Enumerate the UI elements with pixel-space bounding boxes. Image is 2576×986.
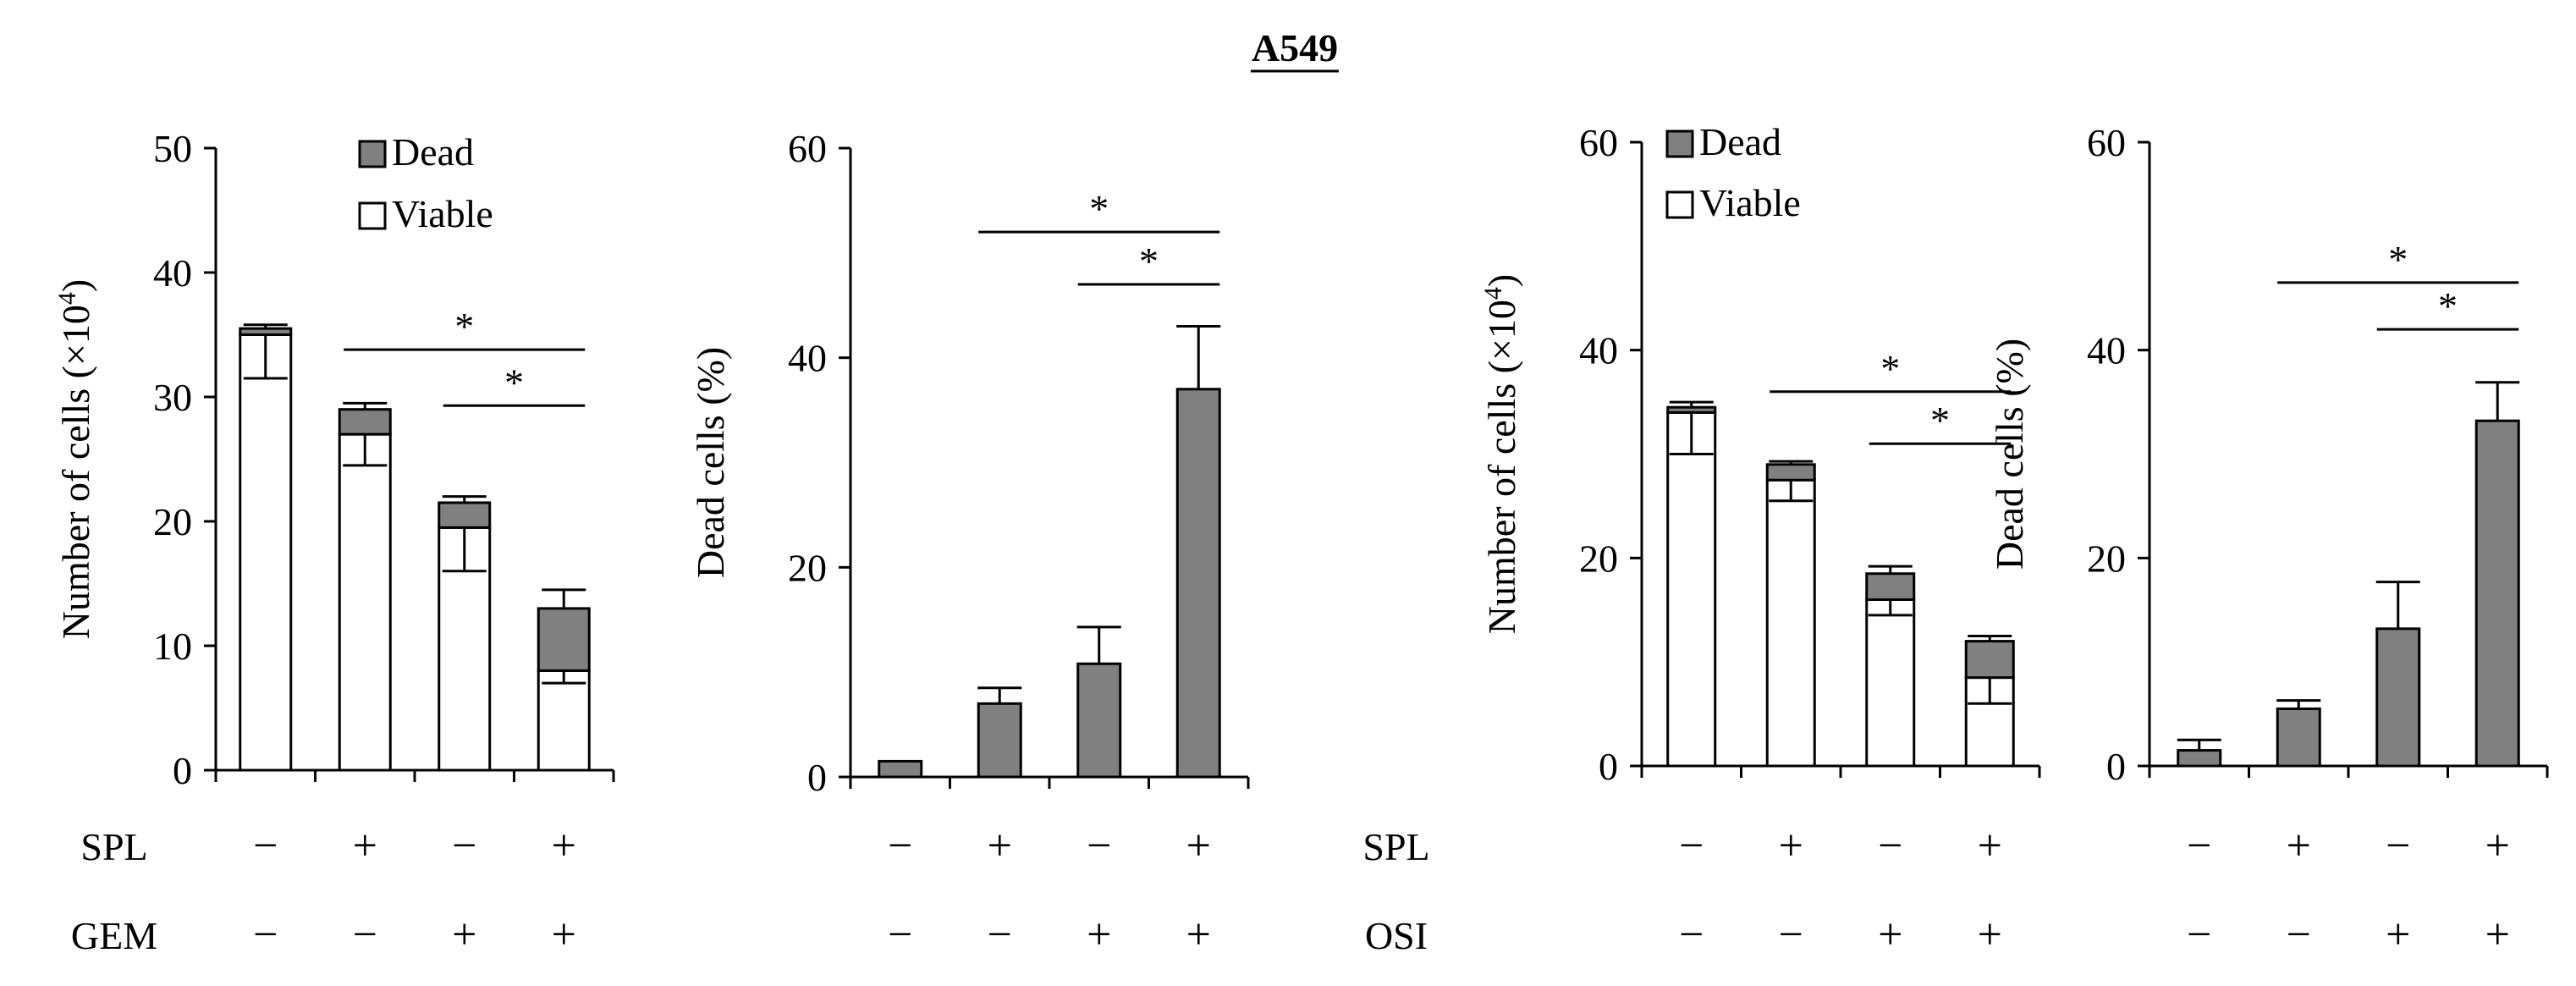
osi-counts-bar-dead [1666, 405, 1717, 414]
osi-dead-pct-bar [2474, 419, 2520, 768]
gem-counts-bar-dead [438, 501, 492, 529]
gem-counts-bar-dead [537, 607, 591, 672]
gem-dead-pct-bar [1175, 388, 1221, 779]
osi-counts-legend-dead-swatch [1665, 129, 1694, 158]
gem-dead-pct-condition-sign: + [1186, 911, 1211, 959]
gem-counts-y-tick-label: 40 [153, 251, 192, 295]
osi-counts-y-tick-label: 60 [1579, 121, 1618, 164]
osi-dead-pct-significance-star: * [2388, 238, 2408, 281]
gem-dead-pct-y-axis-label: Dead cells (%) [689, 347, 732, 578]
osi-dead-pct-y-axis-label: Dead cells (%) [1988, 339, 2031, 570]
gem-dead-pct-y-tick-label: 20 [788, 546, 827, 589]
osi-counts-condition-sign: − [1679, 911, 1704, 959]
osi-counts-bar-viable [1765, 478, 1816, 768]
osi-dead-pct-condition-sign: + [2287, 822, 2311, 870]
osi-counts-row-label-spl: SPL [1362, 825, 1429, 868]
osi-counts-significance-star: * [1930, 399, 1950, 442]
osi-dead-pct-y-tick-label: 60 [2087, 121, 2126, 164]
osi-counts-legend-viable-label: Viable [1699, 181, 1801, 224]
osi-counts-bar-dead [1964, 640, 2015, 680]
osi-dead-pct-condition-sign: + [2485, 911, 2510, 959]
figure-title: A549 [1252, 26, 1338, 69]
gem-counts-bar-dead [338, 408, 392, 436]
gem-dead-pct-y-tick-label: 60 [788, 127, 827, 170]
osi-dead-pct-y-tick-label: 0 [2106, 745, 2126, 788]
osi-counts-bar-dead [1765, 463, 1816, 482]
osi-dead-pct-y-tick-label: 40 [2087, 329, 2126, 372]
gem-counts-bar-dead [239, 327, 293, 336]
osi-dead-pct-y-tick-label: 20 [2087, 537, 2126, 580]
osi-counts-bar-viable [1666, 410, 1717, 768]
osi-counts-legend-viable-swatch [1665, 190, 1694, 219]
osi-counts-row-label-osi: OSI [1365, 914, 1428, 957]
osi-counts-y-tick-label: 20 [1579, 537, 1618, 580]
gem-dead-pct-y-tick-label: 40 [788, 337, 827, 380]
gem-dead-pct-condition-sign: + [1186, 822, 1211, 870]
osi-counts-y-tick-label: 40 [1579, 329, 1618, 372]
osi-counts-condition-sign: + [1978, 822, 2002, 870]
gem-dead-pct-y-tick-label: 0 [807, 756, 827, 799]
osi-dead-pct-condition-sign: − [2386, 822, 2410, 870]
osi-dead-pct-bar [2177, 749, 2222, 768]
osi-dead-pct-condition-sign: + [2386, 911, 2410, 959]
gem-counts-bar-viable [239, 333, 293, 772]
osi-counts-condition-sign: + [1978, 911, 2002, 959]
osi-counts-condition-sign: − [1878, 822, 1902, 870]
osi-counts-condition-sign: + [1779, 822, 1803, 870]
osi-dead-pct-condition-sign: − [2287, 911, 2311, 959]
gem-counts-bar-viable [537, 669, 591, 772]
gem-counts-condition-sign: + [452, 911, 476, 959]
osi-dead-pct-condition-sign: − [2187, 911, 2211, 959]
gem-counts-y-axis-label: Number of cells (×104) [53, 279, 98, 639]
gem-dead-pct-significance-star: * [1089, 187, 1109, 230]
gem-dead-pct-condition-sign: − [1087, 822, 1111, 870]
gem-counts-condition-sign: − [452, 822, 476, 870]
osi-counts-bar-viable [1865, 598, 1916, 768]
gem-counts-condition-sign: − [253, 822, 278, 870]
gem-dead-pct-condition-sign: − [888, 822, 912, 870]
gem-dead-pct-bar [977, 702, 1022, 779]
gem-counts-y-tick-label: 0 [173, 749, 192, 792]
osi-counts-legend-dead-label: Dead [1699, 120, 1781, 163]
gem-counts-bar-viable [338, 432, 392, 772]
gem-counts-significance-star: * [504, 361, 524, 404]
gem-counts-legend-dead-label: Dead [392, 130, 474, 174]
gem-dead-pct-bar [878, 759, 923, 779]
gem-counts-y-tick-label: 10 [153, 625, 192, 668]
gem-counts-condition-sign: + [552, 822, 576, 870]
gem-dead-pct-condition-sign: − [988, 911, 1012, 959]
gem-counts-condition-sign: + [353, 822, 377, 870]
gem-counts-legend-viable-label: Viable [392, 192, 493, 235]
osi-counts-bar-dead [1865, 572, 1916, 601]
gem-counts-legend-dead-swatch [358, 140, 387, 168]
osi-dead-pct-bar [2375, 627, 2421, 768]
osi-counts-y-axis-label: Number of cells (×104) [1479, 274, 1524, 634]
osi-counts-condition-sign: − [1779, 911, 1803, 959]
gem-dead-pct-significance-star: * [1139, 240, 1159, 283]
osi-dead-pct-condition-sign: + [2485, 822, 2510, 870]
gem-counts-legend-viable-swatch [358, 201, 387, 230]
gem-counts-row-label-spl: SPL [80, 825, 147, 868]
osi-dead-pct-significance-star: * [2438, 284, 2458, 328]
gem-dead-pct-condition-sign: − [888, 911, 912, 959]
gem-dead-pct-condition-sign: + [1087, 911, 1111, 959]
osi-dead-pct-condition-sign: − [2187, 822, 2211, 870]
gem-dead-pct-condition-sign: + [988, 822, 1012, 870]
gem-counts-y-tick-label: 50 [153, 127, 192, 170]
gem-counts-condition-sign: − [253, 911, 278, 959]
osi-counts-y-tick-label: 0 [1599, 745, 1618, 788]
gem-dead-pct-bar [1076, 662, 1122, 779]
osi-counts-significance-star: * [1880, 347, 1900, 390]
gem-counts-significance-star: * [454, 305, 474, 348]
gem-counts-y-tick-label: 20 [153, 500, 192, 543]
osi-counts-condition-sign: + [1878, 911, 1902, 959]
gem-counts-condition-sign: + [552, 911, 576, 959]
gem-counts-condition-sign: − [353, 911, 377, 959]
osi-dead-pct-bar [2276, 707, 2321, 768]
gem-counts-y-tick-label: 30 [153, 376, 192, 419]
gem-counts-row-label-gem: GEM [71, 914, 157, 957]
osi-counts-condition-sign: − [1679, 822, 1704, 870]
